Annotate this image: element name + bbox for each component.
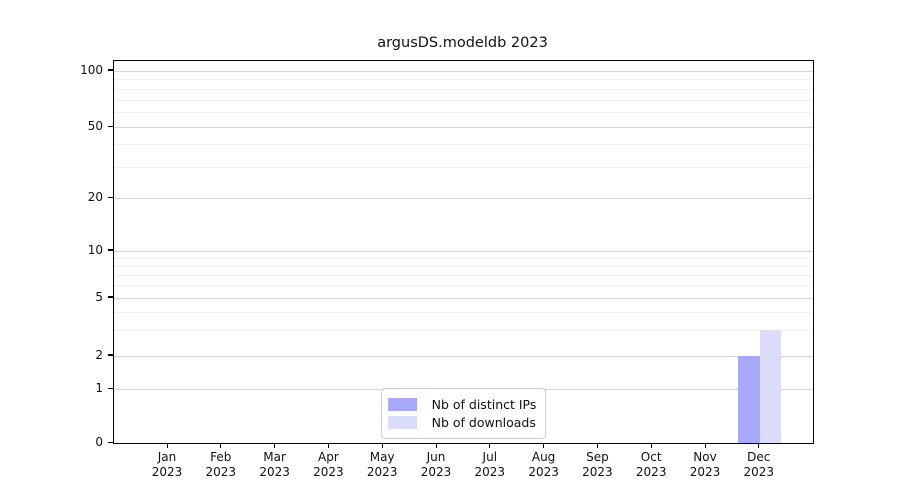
chart-title: argusDS.modeldb 2023 [377,35,548,51]
x-tick-year: 2023 [635,465,667,479]
x-tick-month: Feb [210,450,232,464]
bar-downloads [759,330,781,443]
x-tick-mark [543,443,545,448]
minor-gridline [114,265,813,267]
minor-gridline [114,275,813,277]
x-tick-mark [489,443,491,448]
y-tick-label: 2 [95,347,103,362]
x-tick-month: Sep [586,450,609,464]
legend: Nb of distinct IPs Nb of downloads [380,388,547,439]
minor-gridline [114,79,813,81]
x-tick-month: Jun [426,450,446,464]
y-tick-mark [108,296,113,298]
x-tick-label: Dec 2023 [744,450,775,480]
x-tick-mark [435,443,437,448]
y-tick-mark [108,196,113,198]
x-tick-month: Aug [531,450,556,464]
x-tick-month: Oct [640,450,662,464]
x-tick-year: 2023 [582,465,613,479]
x-tick-mark [220,443,222,448]
y-tick-mark [108,387,113,389]
x-tick-mark [704,443,706,448]
x-tick-mark [274,443,276,448]
x-tick-month: Jan [157,450,177,464]
y-tick-label: 50 [87,119,103,134]
legend-row: Nb of downloads [387,415,537,430]
x-tick-label: Jul 2023 [475,450,506,480]
x-tick-year: 2023 [420,465,452,479]
y-tick-label: 0 [95,435,103,449]
x-tick-year: 2023 [151,465,183,479]
x-tick-year: 2023 [313,465,344,479]
x-tick-label: Mar 2023 [259,450,290,480]
minor-gridline [114,257,813,259]
x-tick-mark [758,443,760,448]
major-gridline [114,355,813,357]
x-tick-month: May [369,450,395,464]
x-tick-year: 2023 [205,465,237,479]
x-tick-year: 2023 [366,465,398,479]
minor-gridline [114,311,813,313]
bar-distinct-ips [737,355,760,443]
y-tick-label: 20 [87,190,103,205]
y-tick-label: 100 [80,62,103,77]
minor-gridline [114,99,813,101]
y-tick-label: 1 [95,381,103,396]
x-tick-month: Mar [263,450,286,464]
x-tick-year: 2023 [743,465,775,479]
x-tick-label: May 2023 [367,450,398,480]
x-tick-month: Dec [747,450,771,464]
x-tick-mark [381,443,383,448]
legend-swatch [387,416,417,429]
y-tick-mark [108,249,113,251]
x-tick-label: Jan 2023 [152,450,183,480]
major-gridline [114,127,813,129]
major-gridline [114,250,813,252]
x-tick-label: Sep 2023 [582,450,613,480]
minor-gridline [114,285,813,287]
major-gridline [114,70,813,72]
major-gridline [114,297,813,299]
y-tick-mark [108,69,113,71]
major-gridline [114,198,813,200]
x-tick-month: Jul [482,450,498,464]
x-tick-year: 2023 [528,465,559,479]
y-tick-mark [108,354,113,356]
x-tick-label: Aug 2023 [528,450,559,480]
legend-swatch [387,398,417,411]
x-tick-label: Jun 2023 [421,450,452,480]
x-tick-year: 2023 [689,465,721,479]
x-tick-label: Nov 2023 [690,450,721,480]
y-tick-label: 10 [87,242,103,257]
x-tick-mark [650,443,652,448]
minor-gridline [114,112,813,114]
x-tick-mark [327,443,330,448]
y-tick-label: 5 [95,289,103,304]
legend-row: Nb of distinct IPs [387,397,537,412]
legend-label: Nb of downloads [431,415,536,430]
y-tick-mark [108,125,113,127]
x-tick-label: Apr 2023 [313,450,344,480]
minor-gridline [114,89,813,90]
x-tick-year: 2023 [474,465,506,479]
x-tick-month: Apr [318,450,339,464]
x-tick-mark [596,443,599,448]
x-tick-label: Feb 2023 [206,450,237,480]
x-tick-year: 2023 [259,465,290,479]
y-tick-mark [108,441,113,443]
minor-gridline [114,330,813,332]
x-tick-month: Nov [693,450,717,464]
minor-gridline [114,166,813,168]
x-tick-mark [166,443,168,448]
x-tick-label: Oct 2023 [636,450,667,480]
minor-gridline [114,144,813,146]
plot-area: Nb of distinct IPs Nb of downloads [113,60,814,444]
legend-label: Nb of distinct IPs [431,397,537,412]
